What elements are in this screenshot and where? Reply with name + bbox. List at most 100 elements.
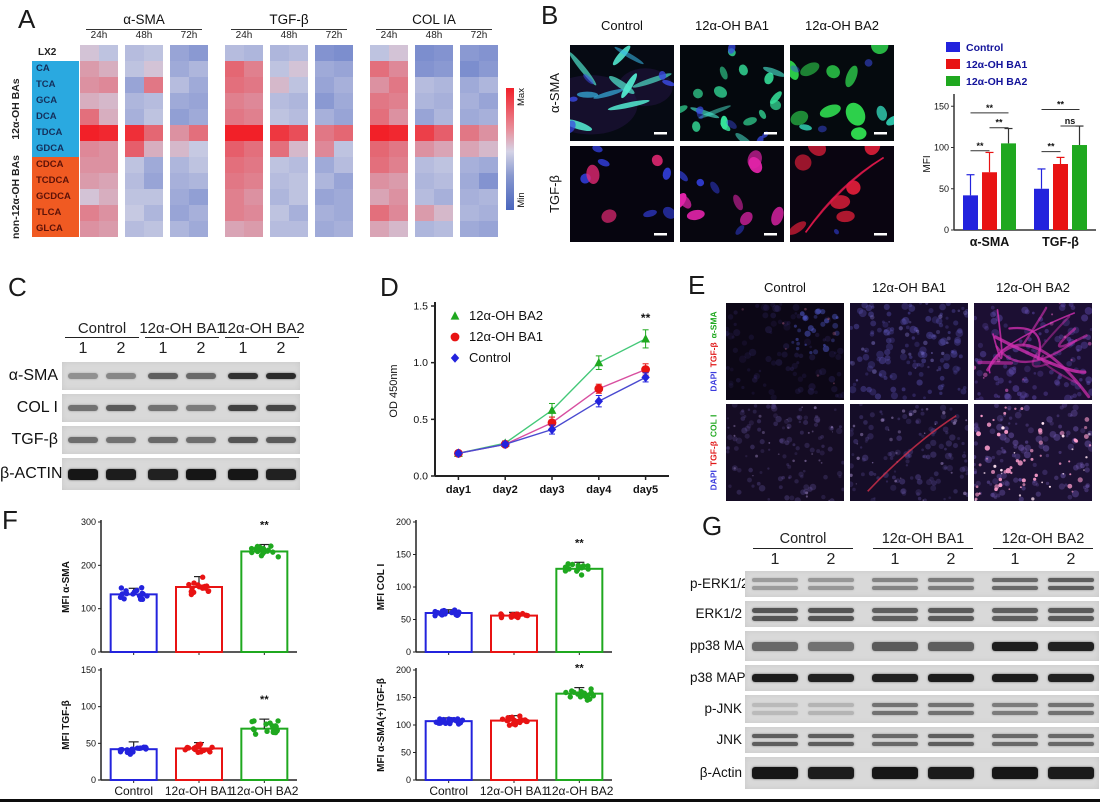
data-point [275,718,281,724]
blot-band [186,437,216,443]
growth-line-chart: 0.0 0.5 1.0 1.5 OD 450nm day1 day2 day3 day4 day5… [388,301,669,496]
heatmap-cell [370,188,389,205]
blot-band [148,468,178,480]
lane-number: 1 [158,340,168,357]
lane-number: 1 [78,340,88,357]
text-label: 100 [934,143,949,153]
data-point [588,690,594,697]
heatmap-cell [460,60,479,77]
heatmap-block [370,44,408,237]
heatmap-row-label: TDCA [36,127,63,138]
blot-band [928,615,974,621]
text-label: 1.5 [413,301,428,313]
heatmap-cell [370,172,389,189]
heatmap-cell [479,156,498,173]
heatmap-cell [289,60,308,77]
scale-bar [654,132,667,135]
heatmap-cell [99,188,118,205]
heatmap-cell [225,124,244,141]
text-label: α-SMA [970,235,1010,249]
heatmap-cell [125,204,144,221]
blot-band [1048,607,1094,613]
panel-e-micrograph [850,303,968,400]
heatmap-cell [289,204,308,221]
data-point [270,549,276,555]
data-point [138,584,145,591]
blot-group-underline [753,548,853,549]
text-label: 50 [401,748,411,758]
heatmap-blocks [80,44,208,237]
heatmap-cell [189,92,208,109]
heatmap-cell [370,220,389,237]
heatmap-cell [125,188,144,205]
heatmap-cell [189,204,208,221]
data-point [459,717,466,723]
heatmap-cell [460,188,479,205]
text-label: ** [976,141,984,151]
blot-band [148,405,178,411]
text-label: 1.0 [413,357,428,369]
text-label: 12α-OH BA1 [469,329,543,344]
panel-b-col-title: Control [601,18,643,33]
blot-band [228,373,258,379]
blot-band [148,373,178,379]
heatmap-cell [460,92,479,109]
heatmap-cell [244,76,263,93]
heatmap-cell [270,220,289,237]
data-point [442,608,449,614]
blot-band [872,578,918,582]
heatmap-cell [289,92,308,109]
heatmap-cell [189,140,208,157]
blot-strip [62,362,300,390]
heatmap-cell [479,140,498,157]
text-label: 50 [86,738,96,748]
lane-number: 1 [890,551,900,568]
data-point [499,612,505,619]
data-point [578,572,585,578]
panel-b: B Control 12α-OH BA1 12α-OH BA2 α-SMA TGF-β C… [540,0,1100,266]
blot-band [1048,615,1094,621]
heatmap-cell [144,188,163,205]
heatmap-cell [389,92,408,109]
heatmap-cell [125,60,144,77]
blot-band [808,586,854,590]
blot-band [266,468,296,480]
data-point [575,563,582,570]
heatmap-cell [225,188,244,205]
text-label: OD 450nm [388,364,400,417]
open-bar [555,567,604,653]
data-point [508,612,515,619]
timepoint-label: 24h [90,29,108,41]
data-point [251,727,257,733]
text-label: 100 [396,582,411,592]
open-bar [490,719,538,781]
heatmap-cell [460,156,479,173]
data-point [519,610,526,617]
blot-band [228,405,258,411]
blot-band [1048,578,1094,582]
text-label: ** [1057,100,1065,110]
blot-band [928,711,974,715]
blot-band [872,767,918,779]
heatmap-cell [315,172,334,189]
heatmap-cell [415,76,434,93]
scatter-bar-plot: 0 100 200 300 MFI α-SMA ** [61,517,297,657]
text-label: MFI α-SMA [61,561,72,613]
heatmap-cell [189,124,208,141]
blot-band [266,405,296,411]
heatmap-cell [270,60,289,77]
heatmap-cell [270,76,289,93]
data-point [123,588,129,594]
heatmap-cell [80,140,99,157]
lane-number: 1 [770,551,780,568]
timepoint-label: 48h [280,29,298,41]
heatmap-cell [415,44,434,61]
open-bar [424,720,473,781]
data-point [437,720,443,726]
heatmap-cell [434,92,453,109]
heatmap-cell [99,108,118,125]
blot-band [992,703,1038,707]
blot-band [808,615,854,621]
heatmap-cell [125,140,144,157]
blot-band [928,767,974,779]
